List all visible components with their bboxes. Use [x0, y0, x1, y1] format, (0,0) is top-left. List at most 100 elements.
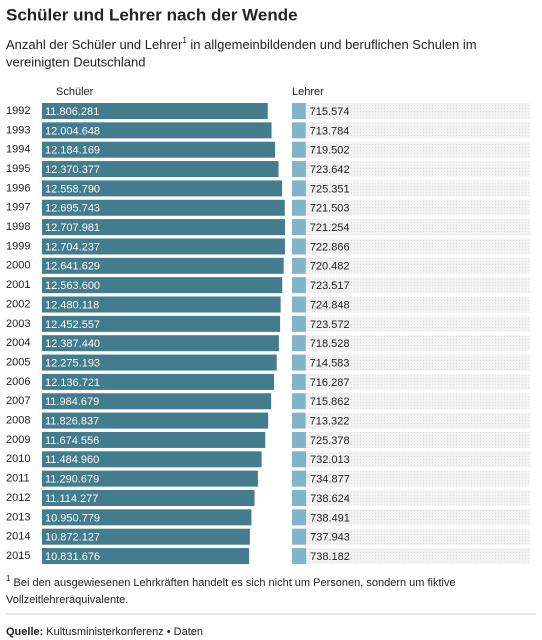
y-tick-label: 1994 — [6, 144, 30, 156]
data-label: 10.950.779 — [45, 512, 100, 524]
bar-background — [292, 219, 530, 236]
bar — [42, 451, 262, 468]
bar-background — [292, 103, 530, 119]
chart-title: Schüler und Lehrer nach der Wende — [6, 5, 298, 24]
y-tick-label: 2010 — [6, 453, 30, 465]
data-label: 723.572 — [310, 319, 350, 331]
y-tick-label: 2008 — [6, 415, 30, 427]
data-label: 12.452.557 — [45, 319, 100, 331]
bar — [292, 509, 307, 526]
data-label: 715.574 — [310, 106, 350, 118]
bar-background — [292, 393, 530, 410]
bar-background — [292, 354, 530, 371]
bar — [42, 393, 272, 410]
bar-background — [292, 180, 530, 197]
data-label: 11.114.277 — [45, 493, 98, 505]
data-label: 12.275.193 — [45, 357, 100, 369]
data-label: 10.831.676 — [45, 551, 100, 563]
bar — [42, 296, 281, 313]
bar-background — [292, 296, 530, 313]
bar — [292, 470, 307, 487]
data-label: 11.484.960 — [45, 454, 99, 466]
bar-background — [292, 199, 530, 216]
y-tick-label: 1998 — [6, 221, 30, 233]
footnote-mark: 1 — [182, 36, 187, 45]
bar — [42, 199, 285, 216]
bar — [42, 277, 283, 294]
bar — [292, 180, 306, 197]
bar — [292, 141, 306, 158]
bar — [292, 219, 306, 236]
legend-label: Schüler — [56, 86, 94, 98]
bar-background — [292, 122, 530, 139]
data-label: 713.322 — [310, 416, 350, 428]
y-tick-label: 2007 — [6, 395, 30, 407]
bar — [42, 219, 285, 236]
bar — [292, 335, 306, 352]
bar — [292, 122, 306, 139]
bar-background — [292, 335, 530, 352]
bar-background — [292, 315, 530, 332]
bar — [292, 257, 306, 274]
bar — [42, 257, 284, 274]
footnote: Vollzeitlehreräquivalente. — [6, 594, 128, 606]
bar-background — [292, 257, 530, 274]
bar — [42, 141, 275, 158]
y-tick-label: 2009 — [6, 434, 30, 446]
y-tick-label: 2014 — [6, 531, 30, 543]
data-label: 12.558.790 — [45, 183, 100, 195]
bar — [292, 393, 306, 410]
footnote-text: Bei den ausgewiesenen Lehrkräften handel… — [10, 577, 455, 589]
bar-background — [292, 238, 530, 255]
bar — [42, 490, 255, 506]
y-tick-label: 2002 — [6, 298, 30, 310]
legend-label: Lehrer — [292, 86, 324, 98]
bar — [42, 431, 266, 448]
bar — [42, 161, 279, 178]
bar — [292, 373, 306, 390]
y-tick-label: 1997 — [6, 202, 30, 214]
bar — [292, 315, 306, 332]
bar — [42, 373, 275, 390]
y-tick-label: 1993 — [6, 124, 30, 136]
bar — [292, 277, 306, 294]
bar — [292, 199, 306, 216]
y-tick-label: 2001 — [6, 279, 30, 291]
bar — [292, 451, 306, 468]
data-label: 715.862 — [310, 396, 350, 408]
bar-background — [292, 161, 530, 178]
bar — [292, 161, 306, 178]
data-label: 12.641.629 — [45, 261, 100, 273]
subtitle-text: in allgemeinbildenden und beruflichen Sc… — [187, 37, 477, 52]
data-label: 12.707.981 — [45, 222, 100, 234]
data-label: 732.013 — [310, 454, 350, 466]
data-label: 10.872.127 — [45, 532, 100, 544]
bar — [292, 528, 307, 545]
data-label: 738.491 — [310, 512, 350, 524]
subtitle-text: Anzahl der Schüler und Lehrer — [6, 37, 183, 52]
bar-background — [292, 412, 530, 429]
data-label: 721.503 — [310, 203, 350, 215]
y-tick-label: 2013 — [6, 511, 30, 523]
bar-background — [292, 490, 530, 506]
data-label: 714.583 — [310, 357, 350, 369]
bar-background — [292, 373, 530, 390]
y-tick-label: 2015 — [6, 550, 30, 562]
y-tick-label: 1992 — [6, 105, 30, 117]
y-tick-label: 1996 — [6, 182, 30, 194]
data-label: 725.351 — [310, 183, 350, 195]
data-label: 12.370.377 — [45, 164, 100, 176]
data-label: 723.517 — [310, 280, 350, 292]
data-label: 724.848 — [310, 299, 350, 311]
data-label: 12.387.440 — [45, 338, 100, 350]
bar — [42, 103, 268, 119]
footnote: 1 Bei den ausgewiesenen Lehrkräften hand… — [6, 574, 456, 589]
data-label: 12.563.600 — [45, 280, 100, 292]
data-label: 12.136.721 — [45, 377, 100, 389]
bar-background — [292, 528, 530, 545]
data-label: 738.624 — [310, 493, 350, 505]
data-label: 11.826.837 — [45, 416, 99, 428]
data-label: 11.674.556 — [45, 435, 99, 447]
data-label: 725.378 — [310, 435, 350, 447]
